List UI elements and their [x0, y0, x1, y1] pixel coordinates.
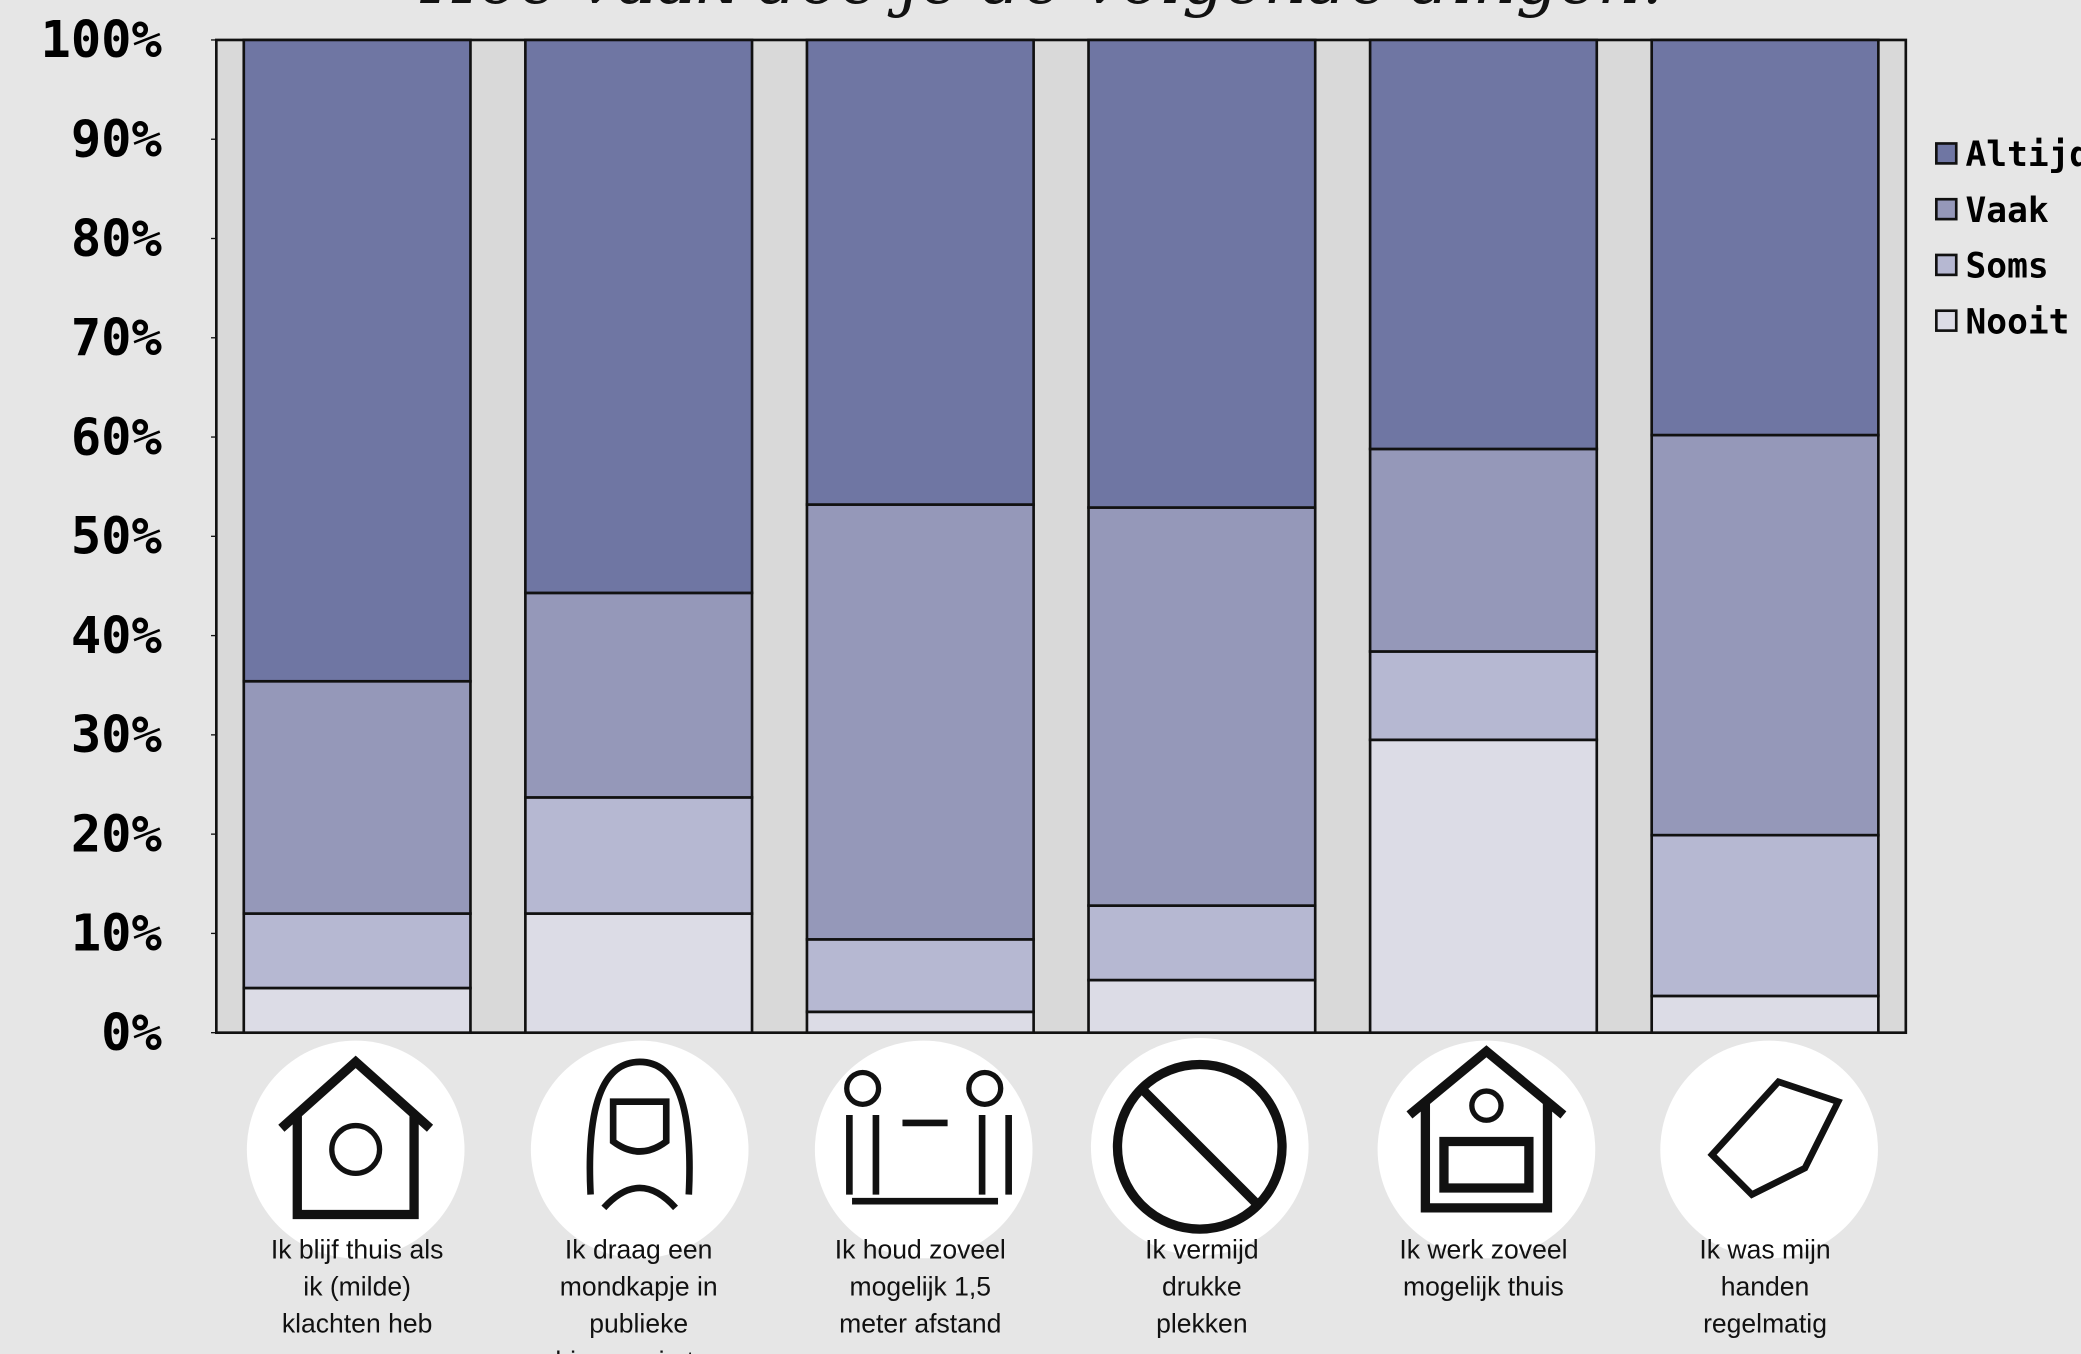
bar-segment: [1368, 650, 1599, 742]
x-tick-label: Ik werk zoveel mogelijk thuis: [1399, 1234, 1567, 1301]
icon: [278, 1055, 434, 1220]
bar-segment: [1087, 38, 1317, 509]
y-tick-label: 100%: [40, 10, 162, 69]
icon: [966, 1069, 1004, 1108]
bar-segment: [524, 591, 754, 799]
x-tick-label: Ik was mijn handen regelmatig: [1699, 1234, 1830, 1338]
bar-segment: [1650, 994, 1880, 1035]
y-tick-label: 40%: [71, 606, 163, 665]
bar-segment: [242, 679, 472, 915]
bar-segment: [524, 38, 754, 595]
y-tick-label: 50%: [71, 507, 163, 566]
y-tick-label: 0%: [101, 1003, 162, 1062]
icon: [844, 1069, 882, 1108]
icon: [1138, 1085, 1262, 1209]
plot-area: [215, 38, 1908, 1035]
bar-segment: [524, 796, 754, 915]
x-tick-label: Ik vermijd drukke plekken: [1145, 1234, 1259, 1338]
icon: [246, 1040, 465, 1259]
icon: [329, 1122, 383, 1177]
bar-segment: [805, 38, 1035, 506]
legend-label: Nooit: [1966, 302, 2070, 342]
bar-segment: [242, 986, 472, 1035]
icon: [1707, 1077, 1843, 1199]
y-tick-label: 30%: [71, 705, 163, 764]
x-tick-label: Ik blijf thuis als ik (milde) klachten heb: [271, 1234, 444, 1338]
legend-label: Soms: [1966, 247, 2049, 287]
bar-segment: [1650, 38, 1880, 437]
bar-segment: [1368, 38, 1599, 451]
bar-segment: [1368, 447, 1599, 653]
bar-segment: [1368, 738, 1599, 1035]
icon: [1112, 1059, 1287, 1234]
chart-title: Hoe vaak doe je de volgende dingen?: [420, 0, 1676, 19]
legend-swatch: [1935, 253, 1958, 277]
icon: [1406, 1045, 1567, 1213]
legend-swatch: [1935, 309, 1958, 332]
icon: [1660, 1040, 1878, 1259]
bar-segment: [1087, 506, 1317, 907]
bar-segment: [1087, 904, 1317, 982]
icon: [586, 1058, 693, 1211]
legend-label: Vaak: [1966, 191, 2049, 231]
bar-segment: [1087, 978, 1317, 1035]
icon: [1377, 1040, 1596, 1259]
icon: [846, 1114, 1012, 1205]
y-tick-label: 60%: [71, 407, 163, 466]
icons: [246, 1037, 1878, 1259]
y-tick-label: 90%: [71, 109, 163, 168]
bar-segment: [1650, 833, 1880, 998]
legend-swatch: [1935, 142, 1958, 165]
icon: [1469, 1088, 1504, 1123]
bar-segment: [1650, 433, 1880, 837]
bar-segment: [524, 912, 754, 1035]
bar-segment: [805, 938, 1035, 1014]
legend-label: Altijd: [1966, 135, 2081, 175]
y-tick-label: 20%: [71, 804, 163, 863]
legend-swatch: [1935, 197, 1958, 221]
bar-segment: [242, 912, 472, 990]
y-tick-label: 70%: [71, 308, 163, 367]
bar-segment: [242, 38, 472, 683]
y-tick-label: 10%: [71, 904, 163, 963]
y-tick-label: 80%: [71, 209, 163, 268]
bar-segment: [805, 1010, 1035, 1035]
bar-segment: [805, 503, 1035, 941]
x-tick-label: Ik houd zoveel mogelijk 1,5 meter afstand: [835, 1234, 1006, 1338]
